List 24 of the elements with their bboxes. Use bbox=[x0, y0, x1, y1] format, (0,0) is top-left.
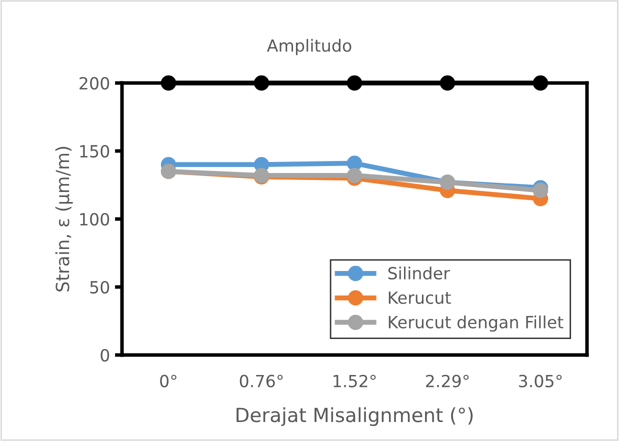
point bbox=[346, 75, 362, 91]
x-tick-label: 0° bbox=[160, 374, 176, 388]
y-tick-label: 100 bbox=[80, 212, 110, 226]
point bbox=[440, 75, 456, 91]
legend-label: Kerucut bbox=[388, 292, 451, 304]
x-axis-title: Derajat Misalignment (°) bbox=[236, 407, 473, 426]
x-tick-label: 1.52° bbox=[334, 374, 376, 388]
y-tick-label: 200 bbox=[80, 76, 110, 90]
point bbox=[532, 182, 548, 198]
y-tick-label: 50 bbox=[90, 280, 110, 294]
y-tick-label: 150 bbox=[80, 144, 110, 158]
point bbox=[346, 168, 362, 184]
legend-label: Kerucut dengan Fillet bbox=[388, 316, 564, 332]
x-tick-label: 2.29° bbox=[426, 374, 469, 388]
point bbox=[532, 75, 548, 91]
y-tick-label: 0 bbox=[100, 348, 110, 362]
x-tick-label: 3.05° bbox=[519, 374, 562, 388]
point bbox=[160, 75, 176, 91]
x-tick-label: 0.76° bbox=[240, 374, 283, 388]
y-axis-title: Strain, ε (μm/m) bbox=[55, 146, 73, 292]
point bbox=[346, 156, 362, 171]
legend-label: Silinder bbox=[388, 266, 450, 280]
chart-title: Amplitudo bbox=[266, 38, 352, 56]
point bbox=[254, 75, 270, 91]
